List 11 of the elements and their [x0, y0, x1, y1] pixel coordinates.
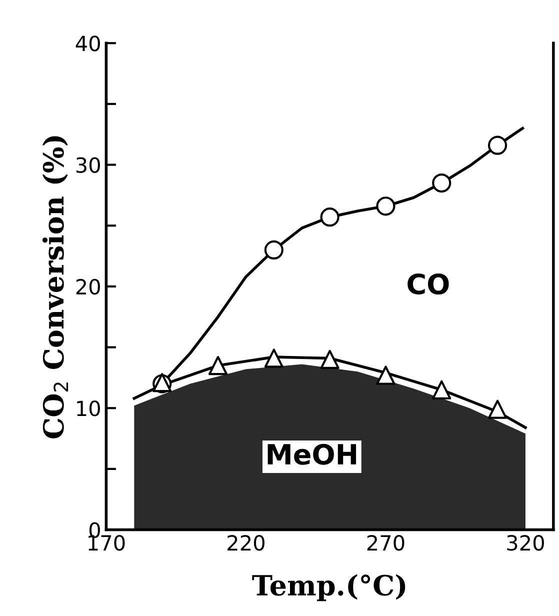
annotation: MeOH — [268, 444, 356, 465]
y-axis-title: CO$_{2}$ Conversion (%) — [42, 136, 68, 438]
x-tick-label: 270 — [367, 534, 404, 551]
x-axis-title: Temp.(°C) — [252, 574, 406, 602]
x-tick-label: 220 — [228, 534, 264, 551]
x-tick-label: 320 — [507, 534, 544, 551]
y-tick-label: 10 — [77, 400, 100, 416]
y-tick-label: 20 — [76, 278, 100, 295]
annotation: CO — [408, 273, 449, 294]
y-tick-label: 40 — [76, 36, 100, 52]
y-tick-label: 30 — [76, 157, 100, 173]
